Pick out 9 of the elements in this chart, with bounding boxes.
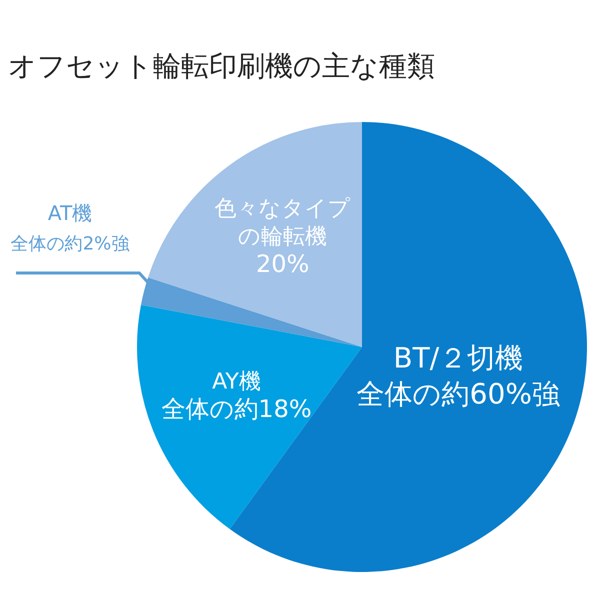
slice-label: AT機: [48, 201, 92, 226]
chart-title: オフセット輪転印刷機の主な種類: [8, 49, 435, 82]
slice-label: BT/２切機: [393, 342, 524, 375]
data-label: 全体の約60%強: [356, 378, 560, 411]
data-label: 全体の約2%強: [10, 234, 130, 255]
slice-label: 色々なタイプの輪転機: [214, 196, 351, 250]
slice-label: AY機: [212, 369, 261, 394]
data-label: 20%: [256, 250, 310, 278]
data-label: 全体の約18%: [161, 394, 312, 423]
